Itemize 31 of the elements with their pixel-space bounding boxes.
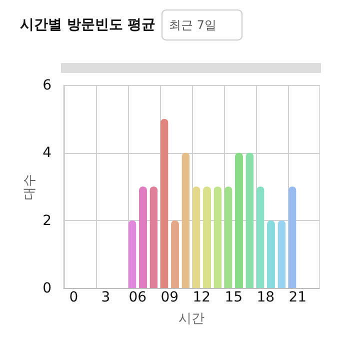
x-axis-title: 시간 xyxy=(178,312,204,326)
bar xyxy=(160,118,168,288)
bar xyxy=(139,186,147,288)
x-tick-label: 09 xyxy=(160,290,179,306)
bar xyxy=(235,152,243,288)
bar xyxy=(171,220,179,288)
x-tick-label: 3 xyxy=(101,290,110,306)
x-tick-label: 15 xyxy=(224,290,243,306)
bar xyxy=(278,220,286,288)
bar xyxy=(256,186,264,288)
bar xyxy=(214,186,222,288)
bar xyxy=(192,186,200,288)
y-tick-label: 2 xyxy=(42,212,52,229)
x-tick-label: 12 xyxy=(192,290,211,306)
x-tick-label: 0 xyxy=(69,290,78,306)
y-axis-title: 대수 xyxy=(22,174,38,200)
bar xyxy=(288,186,296,288)
y-tick-label: 6 xyxy=(42,78,52,94)
bar xyxy=(246,152,254,288)
x-tick-label: 21 xyxy=(288,290,307,306)
chart-title: 시간별 방문빈도 평균 xyxy=(20,17,156,33)
bar xyxy=(182,152,190,288)
x-tick-label: 06 xyxy=(128,290,147,306)
bar xyxy=(203,186,211,288)
bar xyxy=(267,220,275,288)
x-tick-label: 18 xyxy=(256,290,275,306)
bar xyxy=(128,220,136,288)
bar xyxy=(150,186,158,288)
bar xyxy=(224,186,232,288)
text: 최근 7일 xyxy=(169,18,216,32)
y-tick-label: 4 xyxy=(42,145,52,162)
